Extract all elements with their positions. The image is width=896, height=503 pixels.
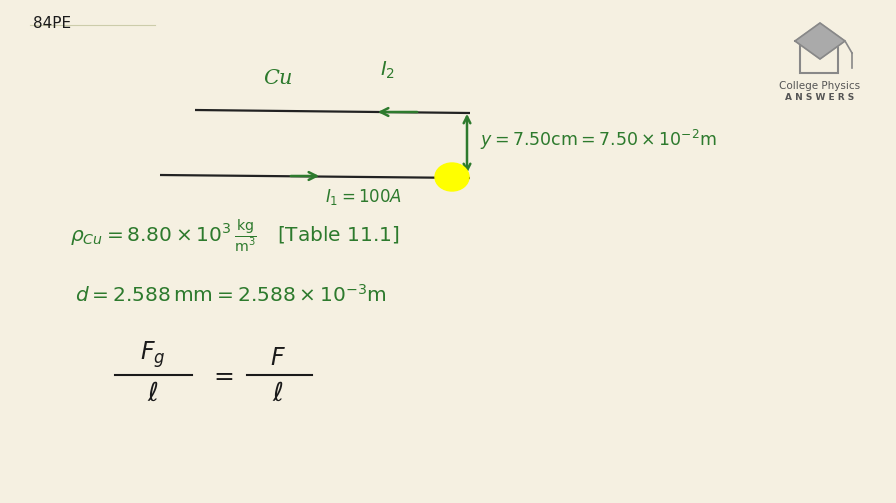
- Text: $F_g$: $F_g$: [141, 340, 166, 370]
- Text: A N S W E R S: A N S W E R S: [786, 93, 855, 102]
- Text: $y = 7.50\mathrm{cm} = 7.50\times10^{-2}\mathrm{m}$: $y = 7.50\mathrm{cm} = 7.50\times10^{-2}…: [480, 128, 717, 152]
- Ellipse shape: [435, 163, 469, 191]
- Text: $\rho_{Cu} = 8.80\times10^3\,\mathrm{\frac{kg}{m^3}}$$\quad\mathrm{[Table\ 11.1]: $\rho_{Cu} = 8.80\times10^3\,\mathrm{\fr…: [70, 218, 400, 255]
- Text: $=$: $=$: [210, 364, 235, 386]
- Text: $d = 2.588\,\mathrm{mm} = 2.588\times10^{-3}\mathrm{m}$: $d = 2.588\,\mathrm{mm} = 2.588\times10^…: [75, 284, 387, 306]
- Text: $I_2$: $I_2$: [381, 60, 395, 81]
- Polygon shape: [795, 23, 845, 59]
- Text: $\ell$: $\ell$: [272, 381, 284, 406]
- Text: Cu: Cu: [263, 69, 293, 88]
- Text: College Physics: College Physics: [780, 81, 860, 91]
- Bar: [800, 43, 838, 73]
- Text: $\ell$: $\ell$: [147, 381, 159, 406]
- Text: $F$: $F$: [270, 347, 286, 370]
- Text: $I_1 = 100A$: $I_1 = 100A$: [325, 187, 402, 207]
- Text: 84PE: 84PE: [33, 16, 71, 31]
